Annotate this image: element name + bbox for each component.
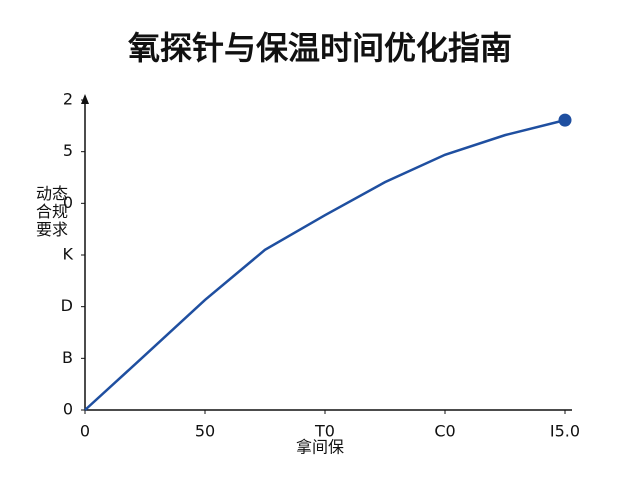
end-marker [558,113,572,127]
y-tick-label: K [63,245,74,264]
x-tick-label: 0 [80,422,90,441]
y-tick-label: 0 [63,400,73,419]
x-tick-label: C0 [434,422,455,441]
x-axis-label: 拿间保 [296,438,344,457]
y-axis-arrow [81,94,89,104]
y-tick-label: 5 [63,141,73,160]
y-axis-label: 动态合规要求 [36,184,69,239]
line [84,118,566,411]
x-tick-label: 50 [195,422,215,441]
x-tick-label: T0 [314,422,335,441]
x-tick-label: I5.0 [550,422,580,441]
y-tick-label: 2 [63,90,73,109]
chart-title: 氧探针与保温时间优化指南 [128,29,512,67]
y-tick-label: 0 [63,193,73,212]
y-tick-label: D [61,296,73,315]
y-tick-label: B [62,348,73,367]
